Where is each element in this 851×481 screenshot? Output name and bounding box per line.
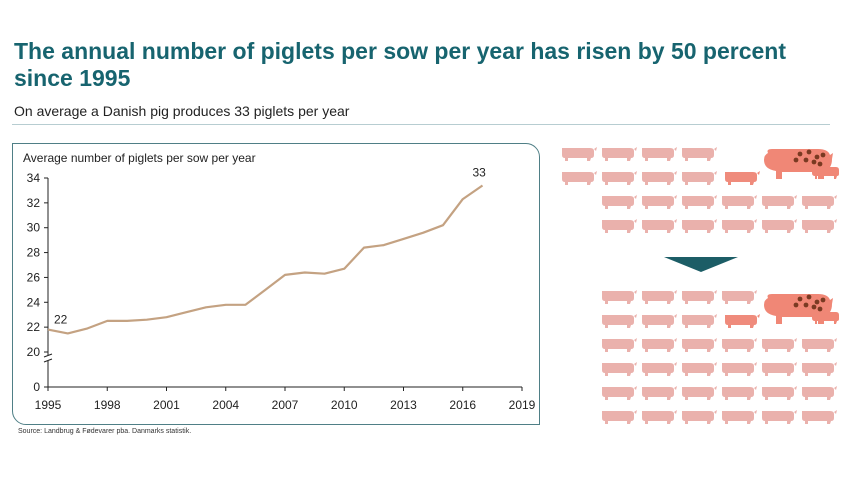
x-tick-label: 2013 — [390, 398, 417, 412]
piglet-icon — [722, 410, 757, 424]
piglet-icon — [642, 219, 677, 233]
piglet-icon — [682, 314, 717, 328]
piglet-icon — [682, 219, 717, 233]
piglet-icon — [602, 362, 637, 376]
piglet-icon — [682, 386, 717, 400]
y-tick-label: 24 — [27, 295, 41, 309]
piglet-icon — [802, 338, 837, 352]
data-label-start: 22 — [54, 313, 68, 327]
piglet-icon — [682, 171, 717, 185]
piglet-icon — [682, 362, 717, 376]
piglet-icon — [602, 147, 637, 161]
piglet-icon — [642, 171, 677, 185]
piglet-icon — [762, 386, 797, 400]
piglet-icon — [602, 410, 637, 424]
piglet-icon — [762, 338, 797, 352]
piglet-icon — [762, 195, 797, 209]
title-divider — [12, 124, 830, 125]
y-tick-label: 22 — [27, 320, 41, 334]
piglet-icon — [722, 386, 757, 400]
pigs-after-group — [602, 290, 839, 424]
source-note: Source: Landbrug & Fødevarer pba. Danmar… — [18, 428, 192, 435]
piglet-icon — [802, 410, 837, 424]
y-tick-label: 28 — [27, 246, 41, 260]
piglet-icon — [722, 219, 757, 233]
x-tick-label: 2016 — [449, 398, 476, 412]
y-axis-title: Average number of piglets per sow per ye… — [23, 151, 256, 165]
piglet-icon — [802, 386, 837, 400]
piglet-icon — [682, 410, 717, 424]
x-tick-label: 1998 — [94, 398, 121, 412]
piglet-icon — [602, 338, 637, 352]
y-tick-label: 30 — [27, 221, 41, 235]
y-tick-label: 20 — [27, 345, 41, 359]
piglet-icon — [722, 195, 757, 209]
page-title: The annual number of piglets per sow per… — [14, 38, 787, 91]
piglet-icon — [762, 410, 797, 424]
piglet-icon — [602, 219, 637, 233]
piglet-icon — [602, 171, 637, 185]
piglet-icon — [602, 314, 637, 328]
piglet-icon — [762, 362, 797, 376]
sow-icon — [764, 294, 839, 324]
y-tick-label: 26 — [27, 270, 41, 284]
x-tick-label: 1995 — [35, 398, 62, 412]
piglet-icon — [602, 195, 637, 209]
x-tick-label: 2004 — [212, 398, 239, 412]
piglet-icon — [802, 362, 837, 376]
data-label-end: 33 — [473, 165, 487, 179]
piglet-icon — [802, 195, 837, 209]
piglet-icon — [682, 147, 717, 161]
x-tick-label: 2007 — [272, 398, 299, 412]
piglet-icon — [642, 147, 677, 161]
piglet-icon — [602, 290, 637, 304]
series-line — [47, 184, 484, 335]
piglet-icon — [642, 314, 677, 328]
page-subtitle: On average a Danish pig produces 33 pigl… — [14, 103, 350, 119]
piglet-highlight-icon — [725, 171, 760, 185]
x-tick-label: 2001 — [153, 398, 180, 412]
piglet-icon — [642, 410, 677, 424]
piglet-icon — [682, 338, 717, 352]
piglet-icon — [722, 338, 757, 352]
piglet-icon — [802, 219, 837, 233]
axis-break-mark — [43, 358, 53, 363]
piglet-icon — [642, 195, 677, 209]
down-arrow-icon — [664, 257, 738, 272]
x-tick-label: 2010 — [331, 398, 358, 412]
piglet-icon — [722, 290, 757, 304]
piglet-icon — [682, 195, 717, 209]
piglet-icon — [682, 290, 717, 304]
y-tick-label: 32 — [27, 196, 41, 210]
x-tick-label: 2019 — [509, 398, 536, 412]
piglet-icon — [762, 219, 797, 233]
y-tick-label: 0 — [33, 380, 40, 394]
pigs-before-group — [562, 147, 839, 233]
piglet-icon — [642, 362, 677, 376]
piglet-icon — [602, 386, 637, 400]
piglet-icon — [562, 171, 597, 185]
piglet-icon — [642, 290, 677, 304]
piglet-icon — [722, 362, 757, 376]
piglet-icon — [642, 386, 677, 400]
axis-break-mark — [43, 353, 53, 358]
piglet-highlight-icon — [725, 314, 760, 328]
sow-icon — [764, 149, 839, 179]
piglet-icon — [642, 338, 677, 352]
chart-axes: 0 20 22 24 26 28 30 32 34 1995 1998 2001 2004 2007 201… — [27, 171, 536, 412]
chart-marks: 22 33 — [47, 165, 487, 335]
y-tick-label: 34 — [27, 171, 41, 185]
chart-frame — [12, 143, 540, 425]
piglet-icon — [562, 147, 597, 161]
